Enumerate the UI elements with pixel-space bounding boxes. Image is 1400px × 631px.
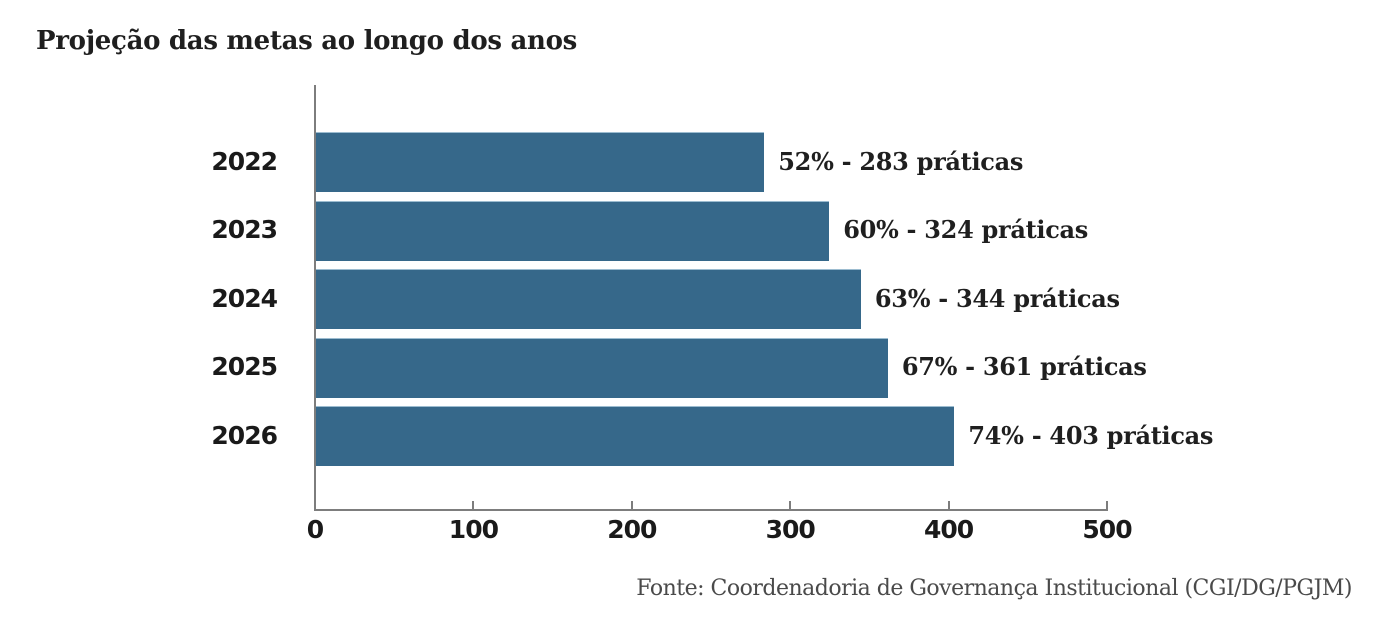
bar-value-label-2026: 74% - 403 práticas	[968, 420, 1214, 450]
x-tick-label-500: 500	[1082, 515, 1132, 544]
x-tick-label-200: 200	[607, 515, 657, 544]
x-tick-mark-0	[314, 501, 316, 510]
chart-title: Projeção das metas ao longo dos anos	[36, 26, 578, 56]
bar-value-label-2024: 63% - 344 práticas	[874, 283, 1120, 313]
source-caption: Fonte: Coordenadoria de Governança Insti…	[636, 576, 1352, 601]
bar-2026	[316, 406, 955, 466]
bar-2022	[316, 132, 765, 192]
x-tick-mark-500	[1106, 501, 1108, 510]
category-label-2024: 2024	[211, 283, 278, 313]
category-label-2022: 2022	[211, 146, 278, 176]
x-tick-mark-100	[472, 501, 475, 510]
bar-value-label-2022: 52% - 283 práticas	[778, 146, 1024, 176]
x-tick-mark-200	[630, 501, 633, 510]
category-label-2026: 2026	[211, 420, 278, 450]
bar-2025	[316, 337, 888, 398]
category-label-2025: 2025	[211, 352, 278, 381]
x-tick-label-0: 0	[306, 515, 324, 544]
x-tick-mark-300	[789, 501, 792, 510]
bar-value-label-2025: 67% - 361 práticas	[901, 352, 1147, 381]
y-axis-line	[314, 85, 316, 511]
category-label-2023: 2023	[211, 215, 278, 244]
x-tick-label-300: 300	[765, 515, 816, 544]
bar-2024	[316, 269, 861, 329]
x-axis-line	[314, 509, 1108, 511]
bar-value-label-2023: 60% - 324 práticas	[843, 215, 1088, 244]
x-tick-label-400: 400	[924, 515, 974, 544]
x-tick-label-100: 100	[448, 515, 499, 544]
x-tick-mark-400	[947, 501, 950, 510]
bar-2023	[316, 200, 830, 261]
